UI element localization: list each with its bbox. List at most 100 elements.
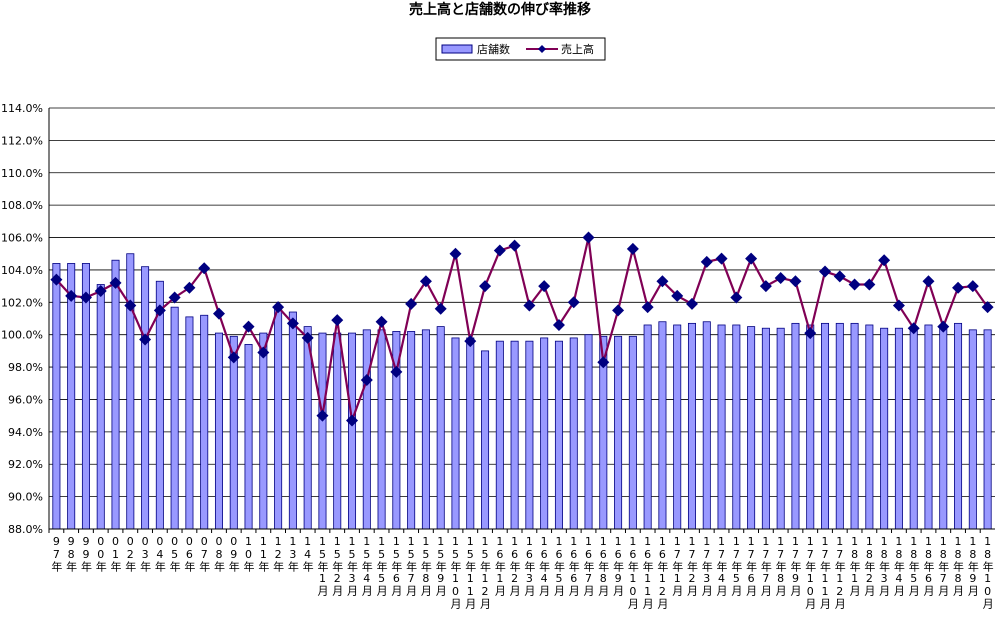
x-tick-label: 18年1月 — [848, 535, 861, 596]
x-tick-label: 18年7月 — [937, 535, 950, 596]
marker — [94, 284, 107, 297]
bar — [909, 329, 918, 530]
bar — [776, 327, 785, 530]
bar — [229, 335, 238, 530]
bar — [466, 337, 475, 530]
bar — [673, 324, 682, 530]
y-tick-label: 94.0% — [8, 426, 43, 439]
bar — [850, 322, 859, 530]
marker — [242, 320, 255, 333]
marker — [346, 414, 359, 427]
x-tick-label: 16年2月 — [508, 535, 521, 596]
marker — [937, 320, 950, 333]
bar — [377, 329, 386, 530]
marker — [523, 299, 536, 312]
x-tick-label: 16年9月 — [612, 535, 625, 596]
bar — [451, 337, 460, 530]
x-tick-label: 17年1月 — [671, 535, 684, 596]
y-tick-label: 98.0% — [8, 361, 43, 374]
x-tick-label: 17年4月 — [715, 535, 728, 596]
y-tick-label: 96.0% — [8, 393, 43, 406]
bar — [214, 332, 223, 530]
x-tick-label: 15年2月 — [331, 535, 344, 596]
x-tick-label: 16年1月 — [493, 535, 506, 596]
bar — [954, 322, 963, 530]
marker — [227, 351, 240, 364]
marker — [449, 247, 462, 260]
x-tick-label: 16年7月 — [582, 535, 595, 596]
x-tick-label: 18年6月 — [922, 535, 935, 596]
bar — [761, 327, 770, 530]
marker — [567, 296, 580, 309]
marker — [848, 278, 861, 291]
bar — [274, 308, 283, 530]
bar — [643, 324, 652, 530]
x-tick-label: 13年 — [286, 535, 299, 572]
marker — [79, 291, 92, 304]
bar — [436, 326, 445, 530]
x-tick-label: 02年 — [124, 535, 137, 572]
x-tick-label: 15年7月 — [405, 535, 418, 596]
bar — [52, 263, 61, 530]
marker — [552, 318, 565, 331]
marker — [833, 270, 846, 283]
bar — [348, 332, 357, 530]
bar — [968, 329, 977, 530]
y-tick-label: 92.0% — [8, 458, 43, 471]
marker — [774, 272, 787, 285]
x-tick-label: 98年 — [65, 535, 78, 572]
bar — [732, 324, 741, 530]
bar — [791, 322, 800, 530]
y-tick-label: 100.0% — [1, 329, 43, 342]
bar — [141, 266, 150, 530]
bar — [628, 335, 637, 530]
bar — [111, 259, 120, 530]
marker — [493, 244, 506, 257]
marker — [597, 356, 610, 369]
line — [55, 237, 989, 421]
bar — [333, 332, 342, 530]
bar — [687, 322, 696, 530]
marker — [671, 289, 684, 302]
x-tick-label: 01年 — [109, 535, 122, 572]
y-tick-label: 112.0% — [1, 134, 43, 147]
bar — [821, 322, 830, 530]
x-tick-label: 09年 — [227, 535, 240, 572]
bar — [614, 335, 623, 530]
marker — [419, 275, 432, 288]
marker — [538, 280, 551, 293]
x-tick-label: 11年 — [257, 535, 270, 572]
x-tick-label: 16年4月 — [538, 535, 551, 596]
x-tick-label: 18年8月 — [952, 535, 965, 596]
marker — [316, 409, 329, 422]
x-tick-label: 15年10月 — [449, 535, 462, 609]
bar — [362, 329, 371, 530]
bar — [717, 324, 726, 530]
marker — [892, 299, 905, 312]
bar — [702, 321, 711, 530]
x-tick-label: 17年11月 — [819, 535, 832, 609]
marker — [981, 301, 994, 314]
bar — [155, 280, 164, 530]
x-tick-label: 15年3月 — [346, 535, 359, 596]
bar — [540, 337, 549, 530]
marker — [198, 262, 211, 275]
marker — [804, 327, 817, 340]
marker — [759, 280, 772, 293]
bar — [67, 263, 76, 530]
x-tick-label: 16年11月 — [641, 535, 654, 609]
x-tick-label: 18年5月 — [907, 535, 920, 596]
x-tick-label: 07年 — [198, 535, 211, 572]
marker — [582, 231, 595, 244]
bar — [894, 327, 903, 530]
marker — [730, 291, 743, 304]
x-tick-label: 15年12月 — [479, 535, 492, 609]
bar — [481, 350, 490, 530]
bar — [288, 311, 297, 530]
y-tick-label: 102.0% — [1, 296, 43, 309]
marker — [183, 281, 196, 294]
bar — [525, 340, 534, 530]
bar — [259, 332, 268, 530]
bar — [806, 324, 815, 530]
x-tick-label: 16年8月 — [597, 535, 610, 596]
